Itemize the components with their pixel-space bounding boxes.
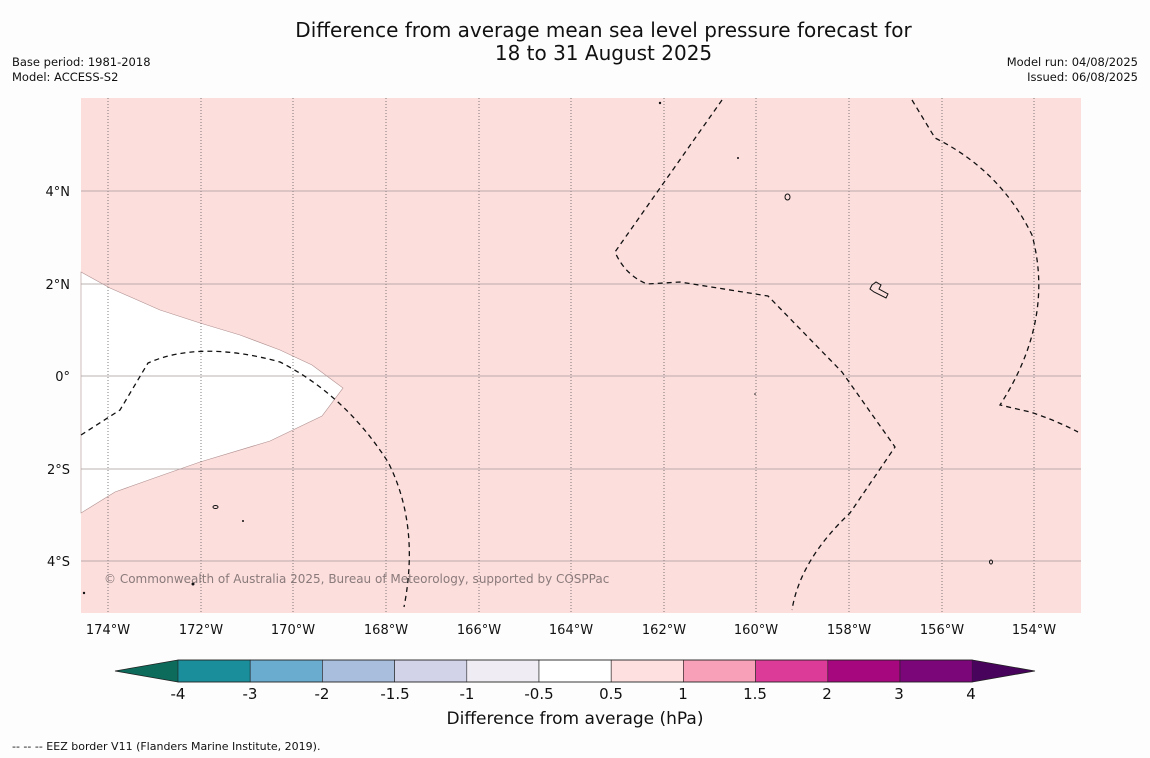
- lon-tick-label: 160°W: [734, 623, 778, 638]
- colorbar-label: Difference from average (hPa): [446, 709, 704, 729]
- colorbar-outline: [114, 659, 1036, 683]
- colorbar-segment: [322, 659, 395, 683]
- colorbar-ticks: -4 -3 -2 -1.5 -1 -0.5 0.5 1 1.5 2 3 4: [171, 685, 976, 703]
- eez-borders: [80, 99, 1079, 611]
- colorbar-tick-label: 1.5: [743, 685, 767, 703]
- colorbar-segment: [755, 659, 829, 683]
- colorbar-segment: [249, 659, 323, 683]
- colorbar-tick-label: -1.5: [380, 685, 409, 703]
- meta-left: Base period: 1981-2018 Model: ACCESS-S2: [12, 55, 151, 85]
- base-period: Base period: 1981-2018: [12, 55, 151, 69]
- island-shape: [989, 559, 993, 565]
- colorbar-segment: [899, 659, 973, 683]
- colorbar-segment: [394, 659, 468, 683]
- lat-axis: 4°N 2°N 0° 2°S 4°S: [46, 185, 71, 570]
- colorbar-segment: [610, 659, 684, 683]
- map-title: Difference from average mean sea level p…: [0, 19, 1150, 65]
- lat-gridlines: [81, 190, 1081, 562]
- eez-footnote: -- -- -- EEZ border V11 (Flanders Marine…: [12, 740, 321, 753]
- near-normal-region: [80, 271, 344, 514]
- model-name: Model: ACCESS-S2: [12, 70, 119, 84]
- colorbar-tick-label: -1: [460, 685, 475, 703]
- island-shape: [869, 281, 889, 299]
- lon-axis: 174°W 172°W 170°W 168°W 166°W 164°W 162°…: [86, 623, 1056, 638]
- lat-tick-label: 4°N: [46, 185, 71, 200]
- colorbar-segment: [683, 659, 756, 683]
- lat-tick-label: 2°N: [46, 278, 71, 293]
- copyright-credit: © Commonwealth of Australia 2025, Bureau…: [104, 572, 610, 586]
- colorbar-tick-label: 3: [894, 685, 904, 703]
- colorbar-tick-label: -4: [171, 685, 186, 703]
- colorbar-tick-label: 2: [822, 685, 832, 703]
- colorbar: [114, 659, 1036, 683]
- colorbar-tick-label: -3: [243, 685, 258, 703]
- model-run: Model run: 04/08/2025: [1006, 55, 1138, 69]
- lon-tick-label: 162°W: [642, 623, 686, 638]
- lon-gridlines: [107, 98, 1035, 613]
- lon-tick-label: 154°W: [1012, 623, 1056, 638]
- colorbar-tick-label: 1: [678, 685, 688, 703]
- title-line-2: 18 to 31 August 2025: [494, 41, 713, 65]
- lon-tick-label: 174°W: [86, 623, 130, 638]
- colorbar-tick-label: -0.5: [524, 685, 553, 703]
- issued-date: Issued: 06/08/2025: [1027, 70, 1138, 84]
- islands: [212, 193, 993, 565]
- colorbar-extend-high: [972, 660, 1035, 682]
- meta-right: Model run: 04/08/2025 Issued: 06/08/2025: [1007, 55, 1138, 85]
- colorbar-extend-low: [115, 660, 178, 682]
- colorbar-segment: [827, 659, 901, 683]
- lat-tick-label: 0°: [55, 370, 70, 385]
- colorbar-segment: [466, 659, 540, 683]
- island-dots: [82, 101, 756, 595]
- colorbar-tick-label: 0.5: [599, 685, 623, 703]
- lat-tick-label: 4°S: [47, 555, 70, 570]
- colorbar-segment: [177, 659, 251, 683]
- title-line-1: Difference from average mean sea level p…: [295, 18, 912, 42]
- lon-tick-label: 156°W: [920, 623, 964, 638]
- island-shape: [212, 505, 219, 509]
- colorbar-tick-label: -2: [315, 685, 330, 703]
- lat-tick-label: 2°S: [47, 463, 70, 478]
- island-shape: [784, 193, 791, 201]
- lon-tick-label: 172°W: [179, 623, 223, 638]
- lon-tick-label: 158°W: [827, 623, 871, 638]
- colorbar-tick-label: 4: [966, 685, 976, 703]
- lon-tick-label: 164°W: [549, 623, 593, 638]
- lon-tick-label: 166°W: [457, 623, 501, 638]
- lon-tick-label: 168°W: [364, 623, 408, 638]
- colorbar-segment: [538, 659, 612, 683]
- lon-tick-label: 170°W: [271, 623, 315, 638]
